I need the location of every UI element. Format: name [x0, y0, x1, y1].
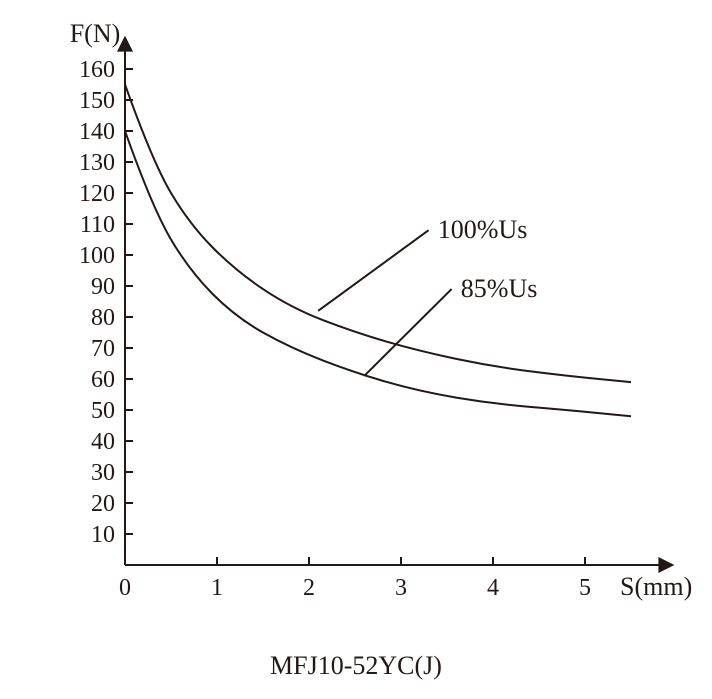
x-tick-label: 5	[579, 575, 591, 601]
chart-title: MFJ10-52YC(J)	[270, 651, 442, 680]
y-tick-label: 150	[79, 88, 115, 114]
y-tick-label: 10	[91, 522, 115, 548]
series-label-100%Us: 100%Us	[438, 215, 528, 244]
force-displacement-chart: 0 1 2 3 4 5 10 20 30 40 50 60 70 80 90 100 110 120 130 140 1…	[0, 0, 712, 699]
y-tick-label: 80	[91, 305, 115, 331]
x-tick-label: 1	[211, 575, 223, 601]
y-axis-label: F(N)	[70, 19, 121, 48]
y-tick-label: 40	[91, 429, 115, 455]
y-tick-label: 140	[79, 119, 115, 145]
y-tick-label: 100	[79, 243, 115, 269]
x-tick-label: 4	[487, 575, 499, 601]
x-tick-label: 0	[119, 575, 131, 601]
x-axis-label: S(mm)	[620, 572, 692, 601]
y-tick-label: 60	[91, 367, 115, 393]
y-tick-label: 90	[91, 274, 115, 300]
y-tick-label: 20	[91, 491, 115, 517]
y-tick-label: 120	[79, 181, 115, 207]
series-label-85%Us: 85%Us	[461, 274, 538, 303]
y-tick-label: 30	[91, 460, 115, 486]
y-tick-label: 50	[91, 398, 115, 424]
y-tick-label: 130	[79, 150, 115, 176]
x-tick-label: 2	[303, 575, 315, 601]
x-tick-label: 3	[395, 575, 407, 601]
y-tick-label: 110	[80, 212, 115, 238]
y-tick-label: 160	[79, 57, 115, 83]
y-tick-label: 70	[91, 336, 115, 362]
